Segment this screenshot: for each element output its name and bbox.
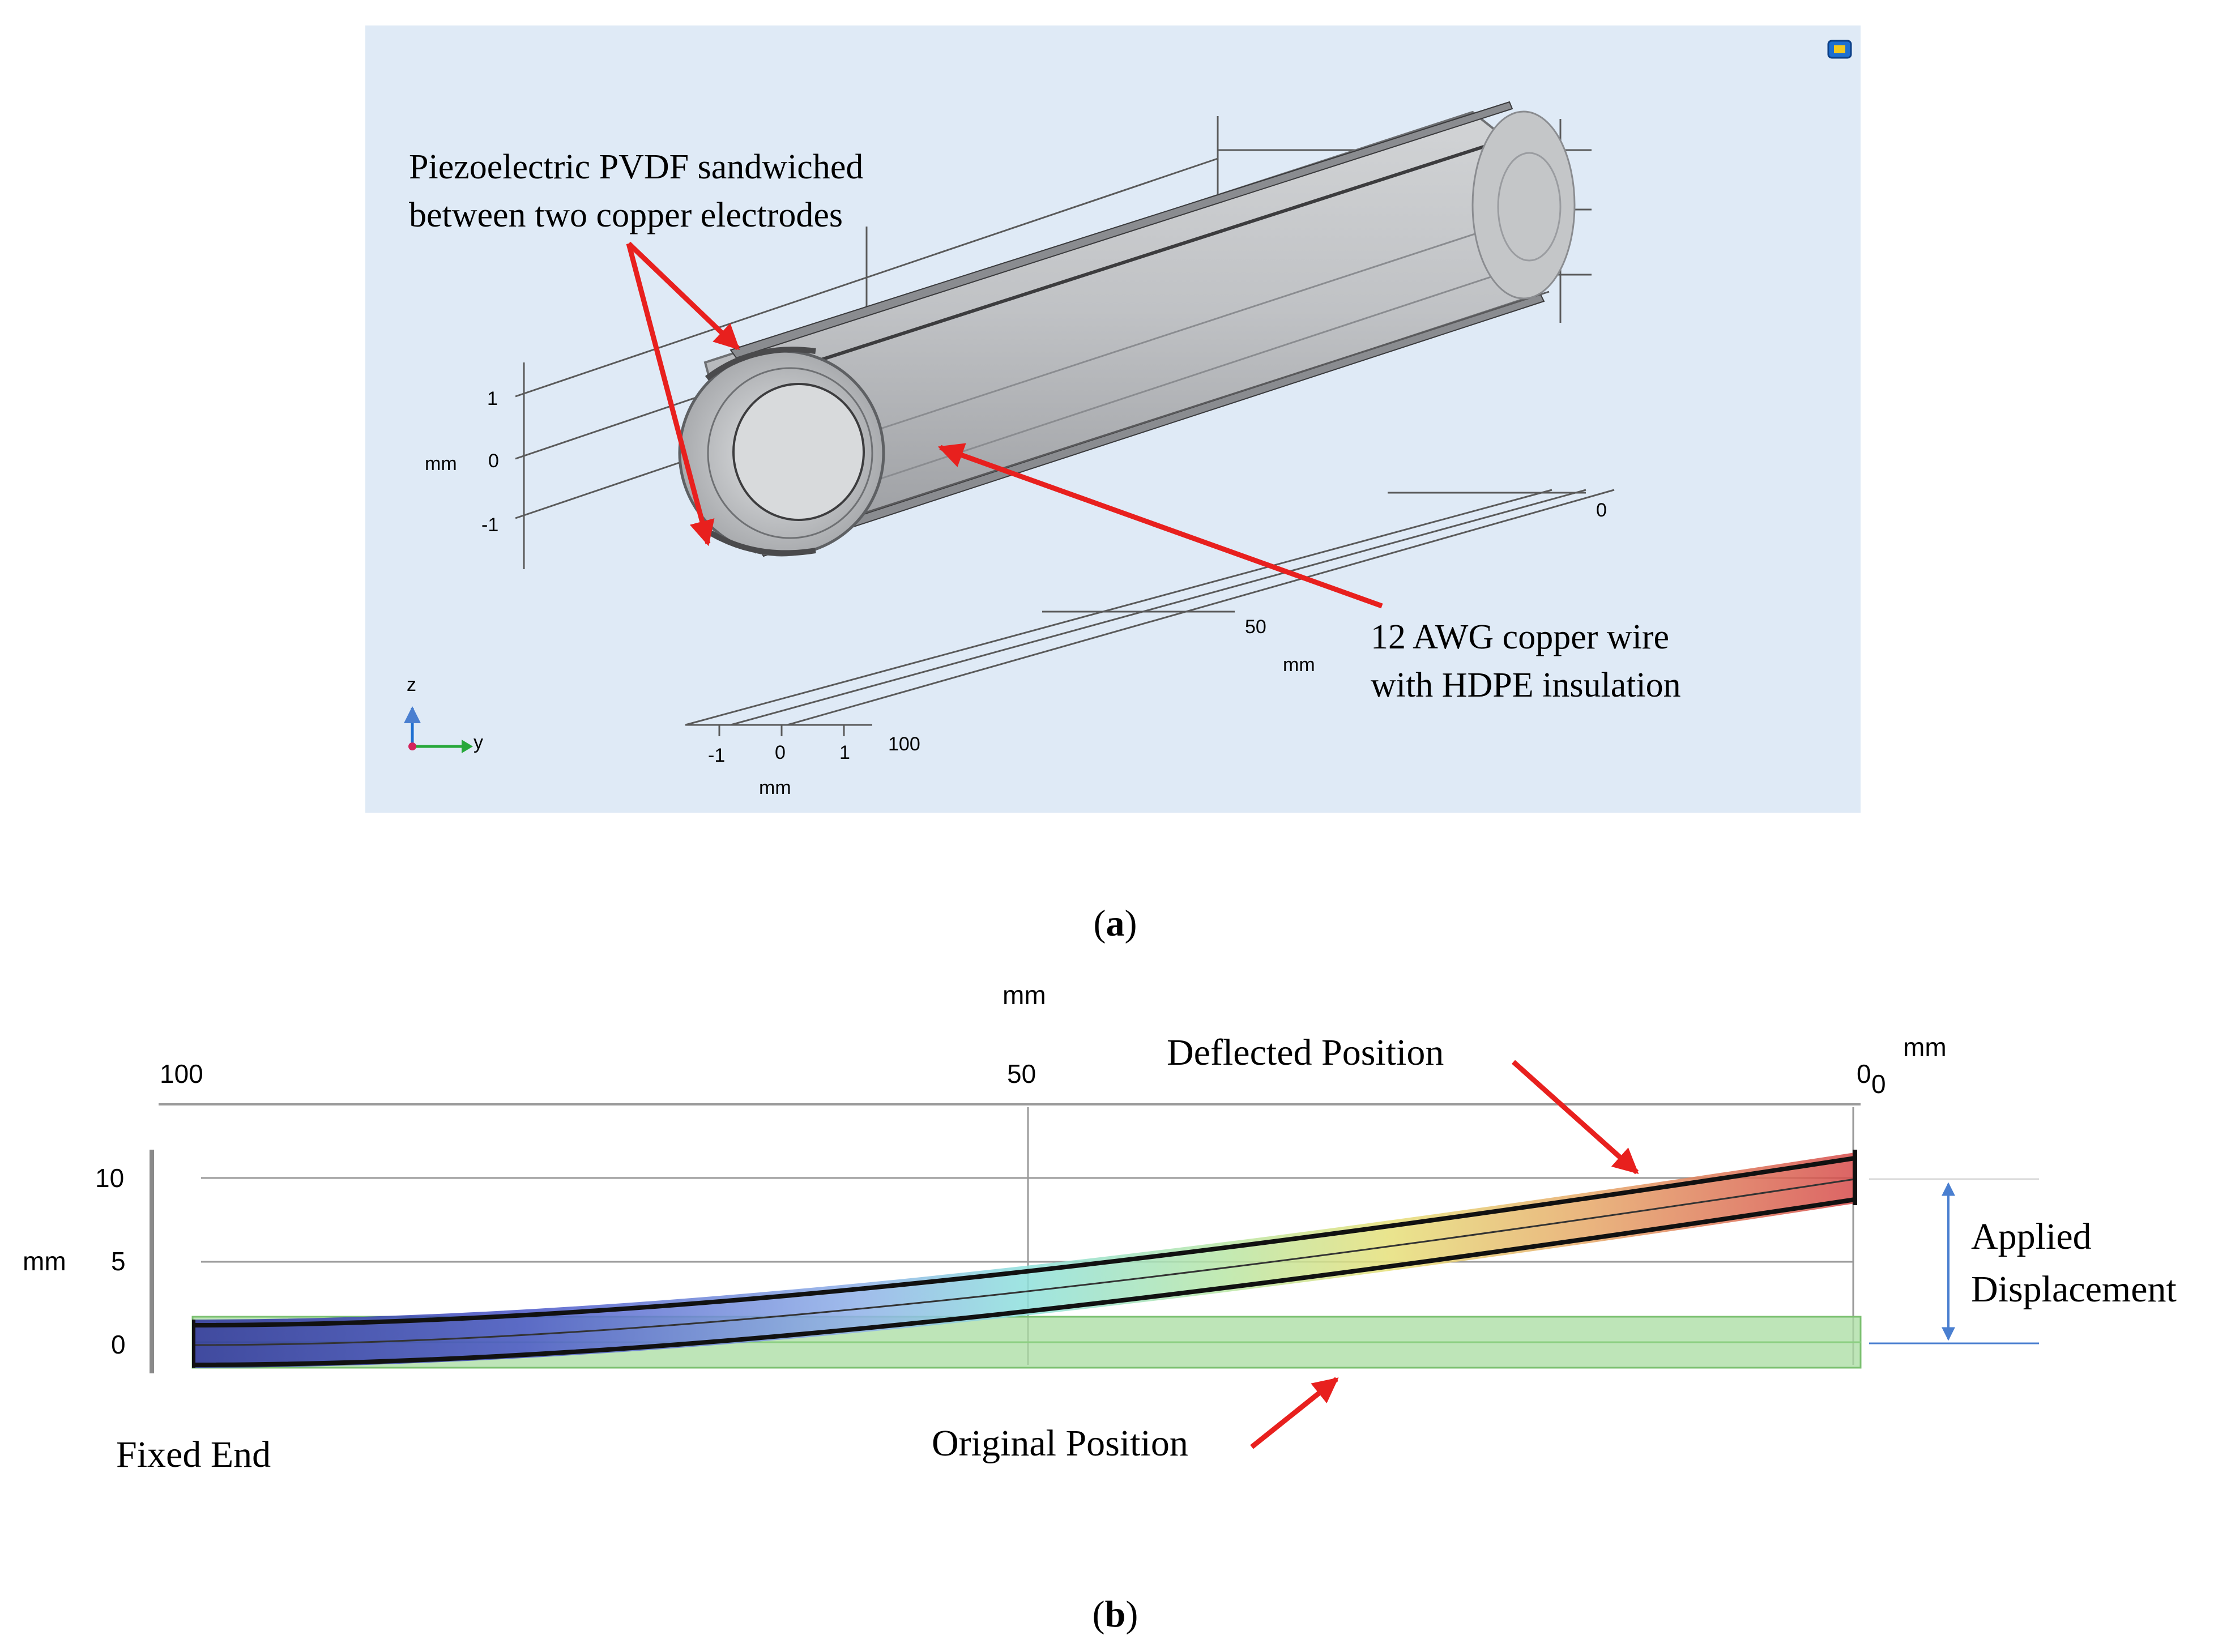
y-tick-1: 1 bbox=[839, 742, 850, 763]
triad-y-label: y bbox=[473, 732, 483, 753]
label-fixed-end: Fixed End bbox=[116, 1434, 271, 1475]
deflected-beam-edge-bottom bbox=[192, 1197, 1855, 1367]
caption-a-letter: a bbox=[1106, 903, 1125, 944]
panel-b: mm mm 100 50 0 0 10 5 mm 0 Deflected Pos… bbox=[23, 980, 2177, 1475]
y-tick-5-b: 5 bbox=[111, 1247, 126, 1276]
pointer-arrows-a bbox=[626, 241, 1383, 609]
deflected-beam-edge-top bbox=[192, 1156, 1855, 1327]
pointer-arrows-b bbox=[1250, 1060, 1639, 1449]
axis-triad: z y bbox=[404, 674, 483, 753]
electrode-arc-top bbox=[705, 347, 816, 381]
label-original-position: Original Position bbox=[932, 1423, 1188, 1464]
y-axis-unit: mm bbox=[759, 777, 791, 799]
y-tick-0: 0 bbox=[775, 742, 786, 763]
triad-origin bbox=[408, 742, 416, 750]
tube-far-end-inner bbox=[1497, 152, 1562, 262]
deflected-beam bbox=[193, 1152, 1855, 1368]
electrode-arc-bottom bbox=[703, 527, 816, 556]
x-tick-0: 0 bbox=[1596, 500, 1607, 521]
caption-b: (b) bbox=[1093, 1594, 1138, 1635]
x-tick-50-b: 50 bbox=[1007, 1059, 1036, 1088]
x-axis-unit: mm bbox=[1283, 654, 1315, 676]
y-tick-10-b: 10 bbox=[95, 1163, 124, 1193]
annotation-pvdf-line2: between two copper electrodes bbox=[409, 196, 843, 234]
triad-y-head bbox=[462, 740, 473, 753]
z-tick-0: 0 bbox=[488, 450, 499, 472]
tube-near-end-core bbox=[732, 383, 865, 521]
tube-model bbox=[678, 101, 1576, 557]
deflected-beam-centerline bbox=[192, 1178, 1855, 1346]
tube-far-end bbox=[1471, 110, 1576, 300]
x-tick-100: 100 bbox=[888, 733, 920, 755]
label-deflected-position: Deflected Position bbox=[1167, 1032, 1444, 1073]
electrode-top bbox=[730, 101, 1513, 359]
x-tick-0-b: 0 bbox=[1857, 1059, 1871, 1088]
label-applied-line2: Displacement bbox=[1971, 1269, 2177, 1310]
z-axis-unit: mm bbox=[425, 453, 457, 475]
y-tick-0-b: 0 bbox=[111, 1330, 126, 1359]
arrow-to-original bbox=[1250, 1377, 1339, 1449]
y-axis-unit-b: mm bbox=[23, 1247, 66, 1276]
window-icon-inner bbox=[1834, 45, 1845, 53]
panel-a: Piezoelectric PVDF sandwiched between tw… bbox=[365, 25, 1861, 813]
annotation-wire-line1: 12 AWG copper wire bbox=[1371, 618, 1669, 656]
arrow-to-wire bbox=[937, 443, 1383, 609]
arrow-to-electrode-bottom bbox=[626, 242, 715, 547]
annotation-pvdf-line1: Piezoelectric PVDF sandwiched bbox=[409, 148, 863, 186]
x-axis-unit-top: mm bbox=[1003, 980, 1046, 1010]
tube-seam-upper bbox=[866, 211, 1541, 434]
x-tick-50: 50 bbox=[1245, 616, 1266, 638]
arrow-to-deflected bbox=[1511, 1060, 1639, 1175]
tube-seam-bottom bbox=[804, 291, 1550, 533]
tube-seam-lower bbox=[863, 257, 1550, 485]
x-axis-unit-right: mm bbox=[1903, 1032, 1947, 1062]
z-tick-neg1: -1 bbox=[481, 514, 498, 536]
arrow-to-electrode-top bbox=[626, 241, 740, 351]
tube-near-end-mid bbox=[707, 367, 873, 539]
annotation-wire-line2: with HDPE insulation bbox=[1371, 666, 1681, 705]
caption-a: (a) bbox=[1094, 903, 1137, 944]
x-tick-0-b-sub: 0 bbox=[1871, 1069, 1886, 1099]
y-tick-neg1: -1 bbox=[708, 745, 725, 766]
tube-seam-top bbox=[756, 129, 1535, 382]
label-applied-line1: Applied bbox=[1971, 1216, 2092, 1257]
triad-z-label: z bbox=[407, 674, 416, 695]
z-tick-1: 1 bbox=[487, 388, 498, 409]
caption-b-letter: b bbox=[1105, 1594, 1126, 1635]
x-tick-100-b: 100 bbox=[160, 1059, 203, 1088]
